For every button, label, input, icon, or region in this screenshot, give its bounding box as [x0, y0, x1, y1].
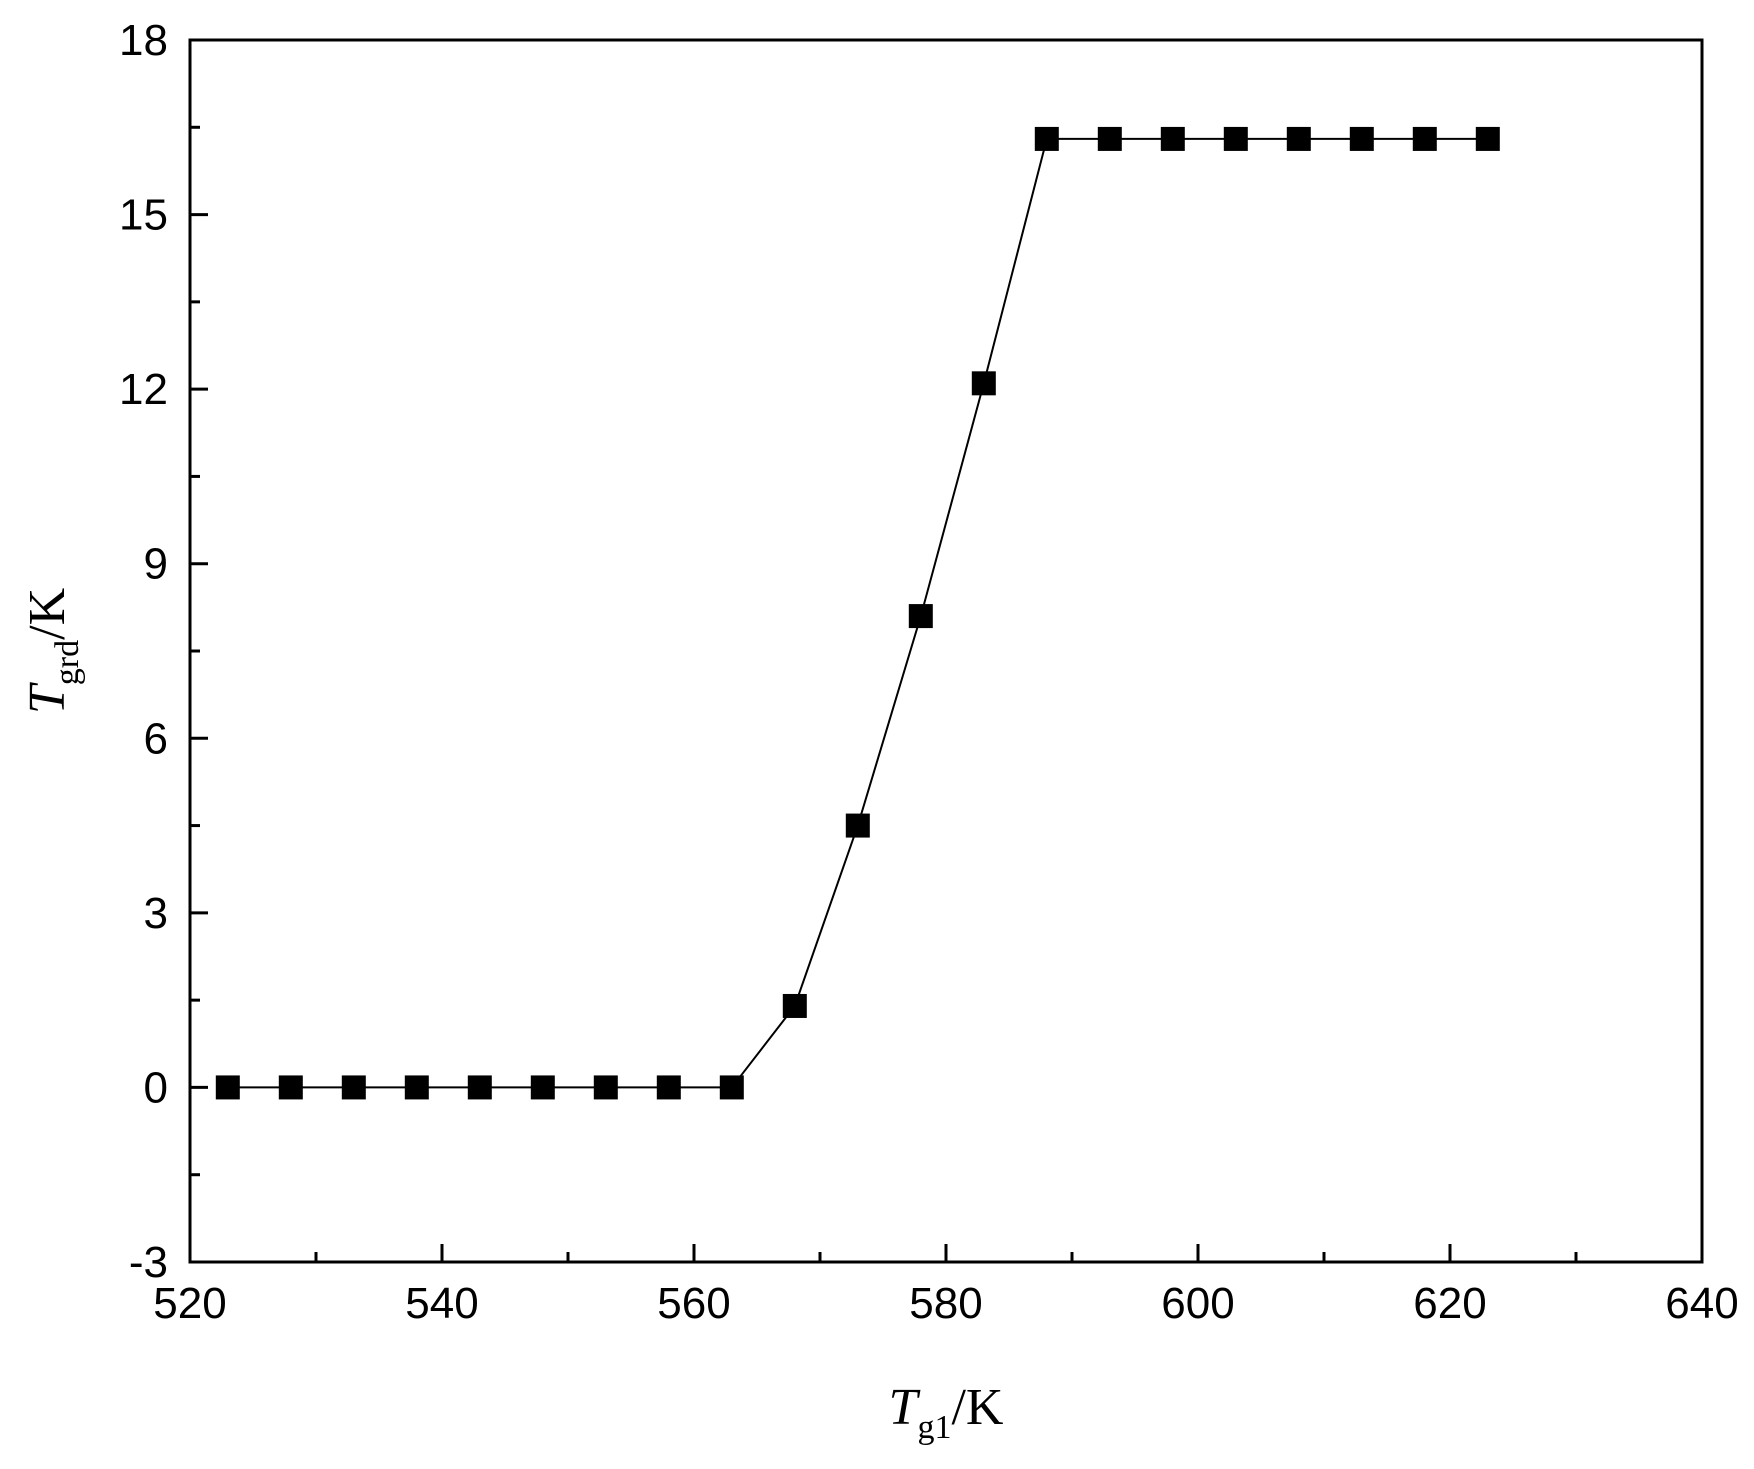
- data-point-marker: [782, 993, 807, 1018]
- data-point-marker: [1034, 126, 1059, 151]
- data-point-marker: [1160, 126, 1185, 151]
- data-point-marker: [467, 1075, 492, 1100]
- x-tick-label: 540: [405, 1279, 478, 1328]
- y-tick-label: 18: [119, 16, 168, 65]
- x-tick-label: 580: [909, 1279, 982, 1328]
- data-point-marker: [1475, 126, 1500, 151]
- data-point-marker: [719, 1075, 744, 1100]
- data-point-marker: [908, 604, 933, 629]
- series-layer: [215, 126, 1500, 1100]
- y-tick-label: 0: [144, 1063, 168, 1112]
- x-axis-title: Tg1/K: [889, 1379, 1004, 1446]
- y-axis-title: Tgrd/K: [19, 587, 86, 714]
- y-tick-label: -3: [129, 1238, 168, 1287]
- x-tick-label: 560: [657, 1279, 730, 1328]
- data-point-marker: [593, 1075, 618, 1100]
- y-tick-label: 6: [144, 714, 168, 763]
- x-tick-label: 600: [1161, 1279, 1234, 1328]
- data-point-marker: [1412, 126, 1437, 151]
- y-axis: -3 0 3 6 9 12 15 18: [119, 16, 208, 1287]
- series-line: [227, 137, 1488, 1089]
- data-point-marker: [656, 1075, 681, 1100]
- data-point-marker: [1223, 126, 1248, 151]
- data-point-marker: [845, 813, 870, 838]
- data-point-marker: [404, 1075, 429, 1100]
- x-tick-label: 620: [1413, 1279, 1486, 1328]
- x-axis: 520 540 560 580 600 620 640: [153, 1244, 1739, 1328]
- x-tick-label: 520: [153, 1279, 226, 1328]
- data-point-marker: [1097, 126, 1122, 151]
- data-point-marker: [971, 371, 996, 396]
- data-point-marker: [530, 1075, 555, 1100]
- data-point-marker: [1286, 126, 1311, 151]
- data-point-marker: [1349, 126, 1374, 151]
- y-tick-label: 9: [144, 540, 168, 589]
- data-point-marker: [215, 1075, 240, 1100]
- data-point-marker: [278, 1075, 303, 1100]
- y-tick-label: 3: [144, 889, 168, 938]
- y-tick-label: 15: [119, 191, 168, 240]
- x-tick-label: 640: [1665, 1279, 1738, 1328]
- y-tick-label: 12: [119, 365, 168, 414]
- data-point-marker: [341, 1075, 366, 1100]
